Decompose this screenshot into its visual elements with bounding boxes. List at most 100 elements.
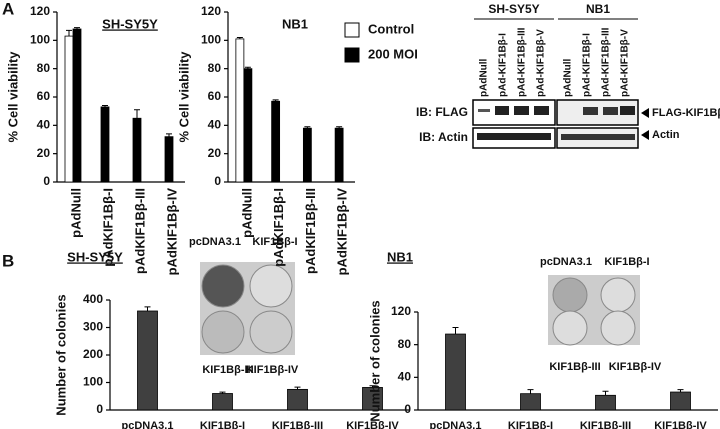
- x-tick-label: KIF1Bβ-IV: [346, 420, 399, 429]
- error-bar: [66, 29, 72, 37]
- error-bar: [236, 37, 243, 39]
- marker-arrow: [641, 108, 649, 118]
- legend-swatch: [344, 22, 360, 38]
- error-bar: [527, 389, 534, 394]
- plate-label: KIF1Bβ-III: [202, 364, 253, 376]
- bar: [287, 388, 308, 411]
- y-tick-label: 200: [83, 347, 103, 361]
- error-bar: [304, 126, 311, 129]
- y-tick-label: 0: [404, 402, 411, 416]
- y-tick-label: 100: [83, 375, 103, 389]
- lane-label: pAd-KIF1Bβ-III: [601, 27, 612, 97]
- y-tick-label: 20: [37, 146, 51, 160]
- x-tick-label: pAdKIF1Bβ-IV: [164, 188, 179, 276]
- y-axis-label: Number of colonies: [53, 294, 68, 415]
- plate-label: KIF1Bβ-III: [549, 361, 600, 373]
- x-tick-label: pAdKIF1Bβ-I: [100, 188, 115, 267]
- error-bar: [272, 99, 279, 102]
- bar: [595, 394, 616, 411]
- error-bar: [452, 327, 459, 335]
- error-bar: [602, 390, 609, 396]
- blot-row-label: IB: Actin: [419, 130, 468, 144]
- bar: [334, 127, 344, 183]
- x-tick-label: pcDNA3.1: [122, 420, 174, 429]
- y-tick-label: 400: [83, 292, 103, 306]
- y-axis-label: Number of colonies: [367, 300, 382, 421]
- bar: [132, 117, 142, 183]
- plate-label: KIF1Bβ-I: [252, 236, 297, 248]
- legend-swatch: [344, 47, 360, 63]
- y-tick-label: 100: [201, 33, 221, 47]
- y-tick-label: 120: [30, 4, 50, 18]
- x-tick-label: pAdKIF1Bβ-III: [132, 188, 147, 274]
- blot-row-label: IB: FLAG: [416, 105, 468, 119]
- legend-label: 200 MOI: [368, 46, 418, 61]
- error-bar: [134, 109, 140, 119]
- x-tick-label: pcDNA3.1: [430, 420, 482, 429]
- chart-title: SH-SY5Y: [67, 249, 123, 264]
- lane-label: pAd-KIF1Bβ-I: [582, 33, 593, 97]
- y-tick-label: 40: [37, 118, 51, 132]
- y-axis-label: % Cell viability: [5, 51, 20, 143]
- x-tick-label: pAdKIF1Bβ-IV: [335, 188, 350, 276]
- bar: [212, 393, 233, 411]
- chart-title: NB1: [282, 16, 308, 31]
- error-bar: [244, 66, 251, 69]
- error-bar: [166, 133, 172, 137]
- plate-images: [200, 262, 640, 355]
- lane-label: pAdNull: [563, 58, 574, 97]
- y-tick-label: 120: [391, 304, 411, 318]
- marker-label: Actin: [652, 129, 680, 141]
- marker-label: FLAG-KIF1Bβ: [652, 107, 720, 119]
- x-tick-label: pAdKIF1Bβ-I: [271, 188, 286, 267]
- y-axis-label: % Cell viability: [176, 51, 191, 143]
- plate-label: KIF1Bβ-IV: [609, 361, 662, 373]
- lane-label: pAd-KIF1Bβ-I: [498, 33, 509, 97]
- legend-label: Control: [368, 21, 414, 36]
- y-tick-label: 80: [37, 61, 51, 75]
- bar: [164, 136, 174, 183]
- bar: [243, 68, 253, 183]
- y-tick-label: 20: [208, 146, 222, 160]
- lane-label: pAd-KIF1Bβ-V: [536, 29, 547, 97]
- plate-label: pcDNA3.1: [540, 256, 592, 268]
- y-tick-label: 0: [214, 174, 221, 188]
- y-tick-label: 300: [83, 320, 103, 334]
- chart-title: NB1: [387, 249, 413, 264]
- bar: [137, 310, 158, 411]
- bar: [235, 38, 245, 183]
- x-tick-label: pAdKIF1Bβ-III: [303, 188, 318, 274]
- blot-group-title: SH-SY5Y: [488, 2, 539, 16]
- error-bar: [144, 306, 151, 311]
- bar: [302, 127, 312, 183]
- bar: [670, 391, 691, 411]
- chart-title: SH-SY5Y: [102, 16, 158, 31]
- blot-group-title: NB1: [586, 2, 610, 16]
- x-tick-label: KIF1Bβ-I: [200, 420, 245, 429]
- bar: [520, 393, 541, 411]
- plate-label: KIF1Bβ-IV: [246, 364, 299, 376]
- y-tick-label: 0: [43, 174, 50, 188]
- x-tick-label: KIF1Bβ-III: [580, 420, 631, 429]
- x-tick-label: KIF1Bβ-IV: [654, 420, 707, 429]
- y-tick-label: 80: [398, 337, 412, 351]
- bar: [445, 333, 466, 411]
- x-tick-label: KIF1Bβ-I: [508, 420, 553, 429]
- y-tick-label: 40: [208, 118, 222, 132]
- bar: [72, 28, 82, 183]
- y-tick-label: 100: [30, 33, 50, 47]
- error-bar: [369, 385, 376, 388]
- bar: [64, 35, 74, 183]
- x-tick-label: pAdNull: [68, 188, 83, 238]
- plate-label: pcDNA3.1: [189, 236, 241, 248]
- error-bar: [219, 391, 226, 394]
- y-tick-label: 60: [37, 89, 51, 103]
- x-tick-label: KIF1Bβ-III: [272, 420, 323, 429]
- plate-label: KIF1Bβ-I: [604, 256, 649, 268]
- panel-label: B: [2, 251, 14, 270]
- marker-arrow: [641, 130, 649, 140]
- error-bar: [102, 105, 108, 107]
- error-bar: [74, 27, 80, 29]
- error-bar: [677, 389, 684, 393]
